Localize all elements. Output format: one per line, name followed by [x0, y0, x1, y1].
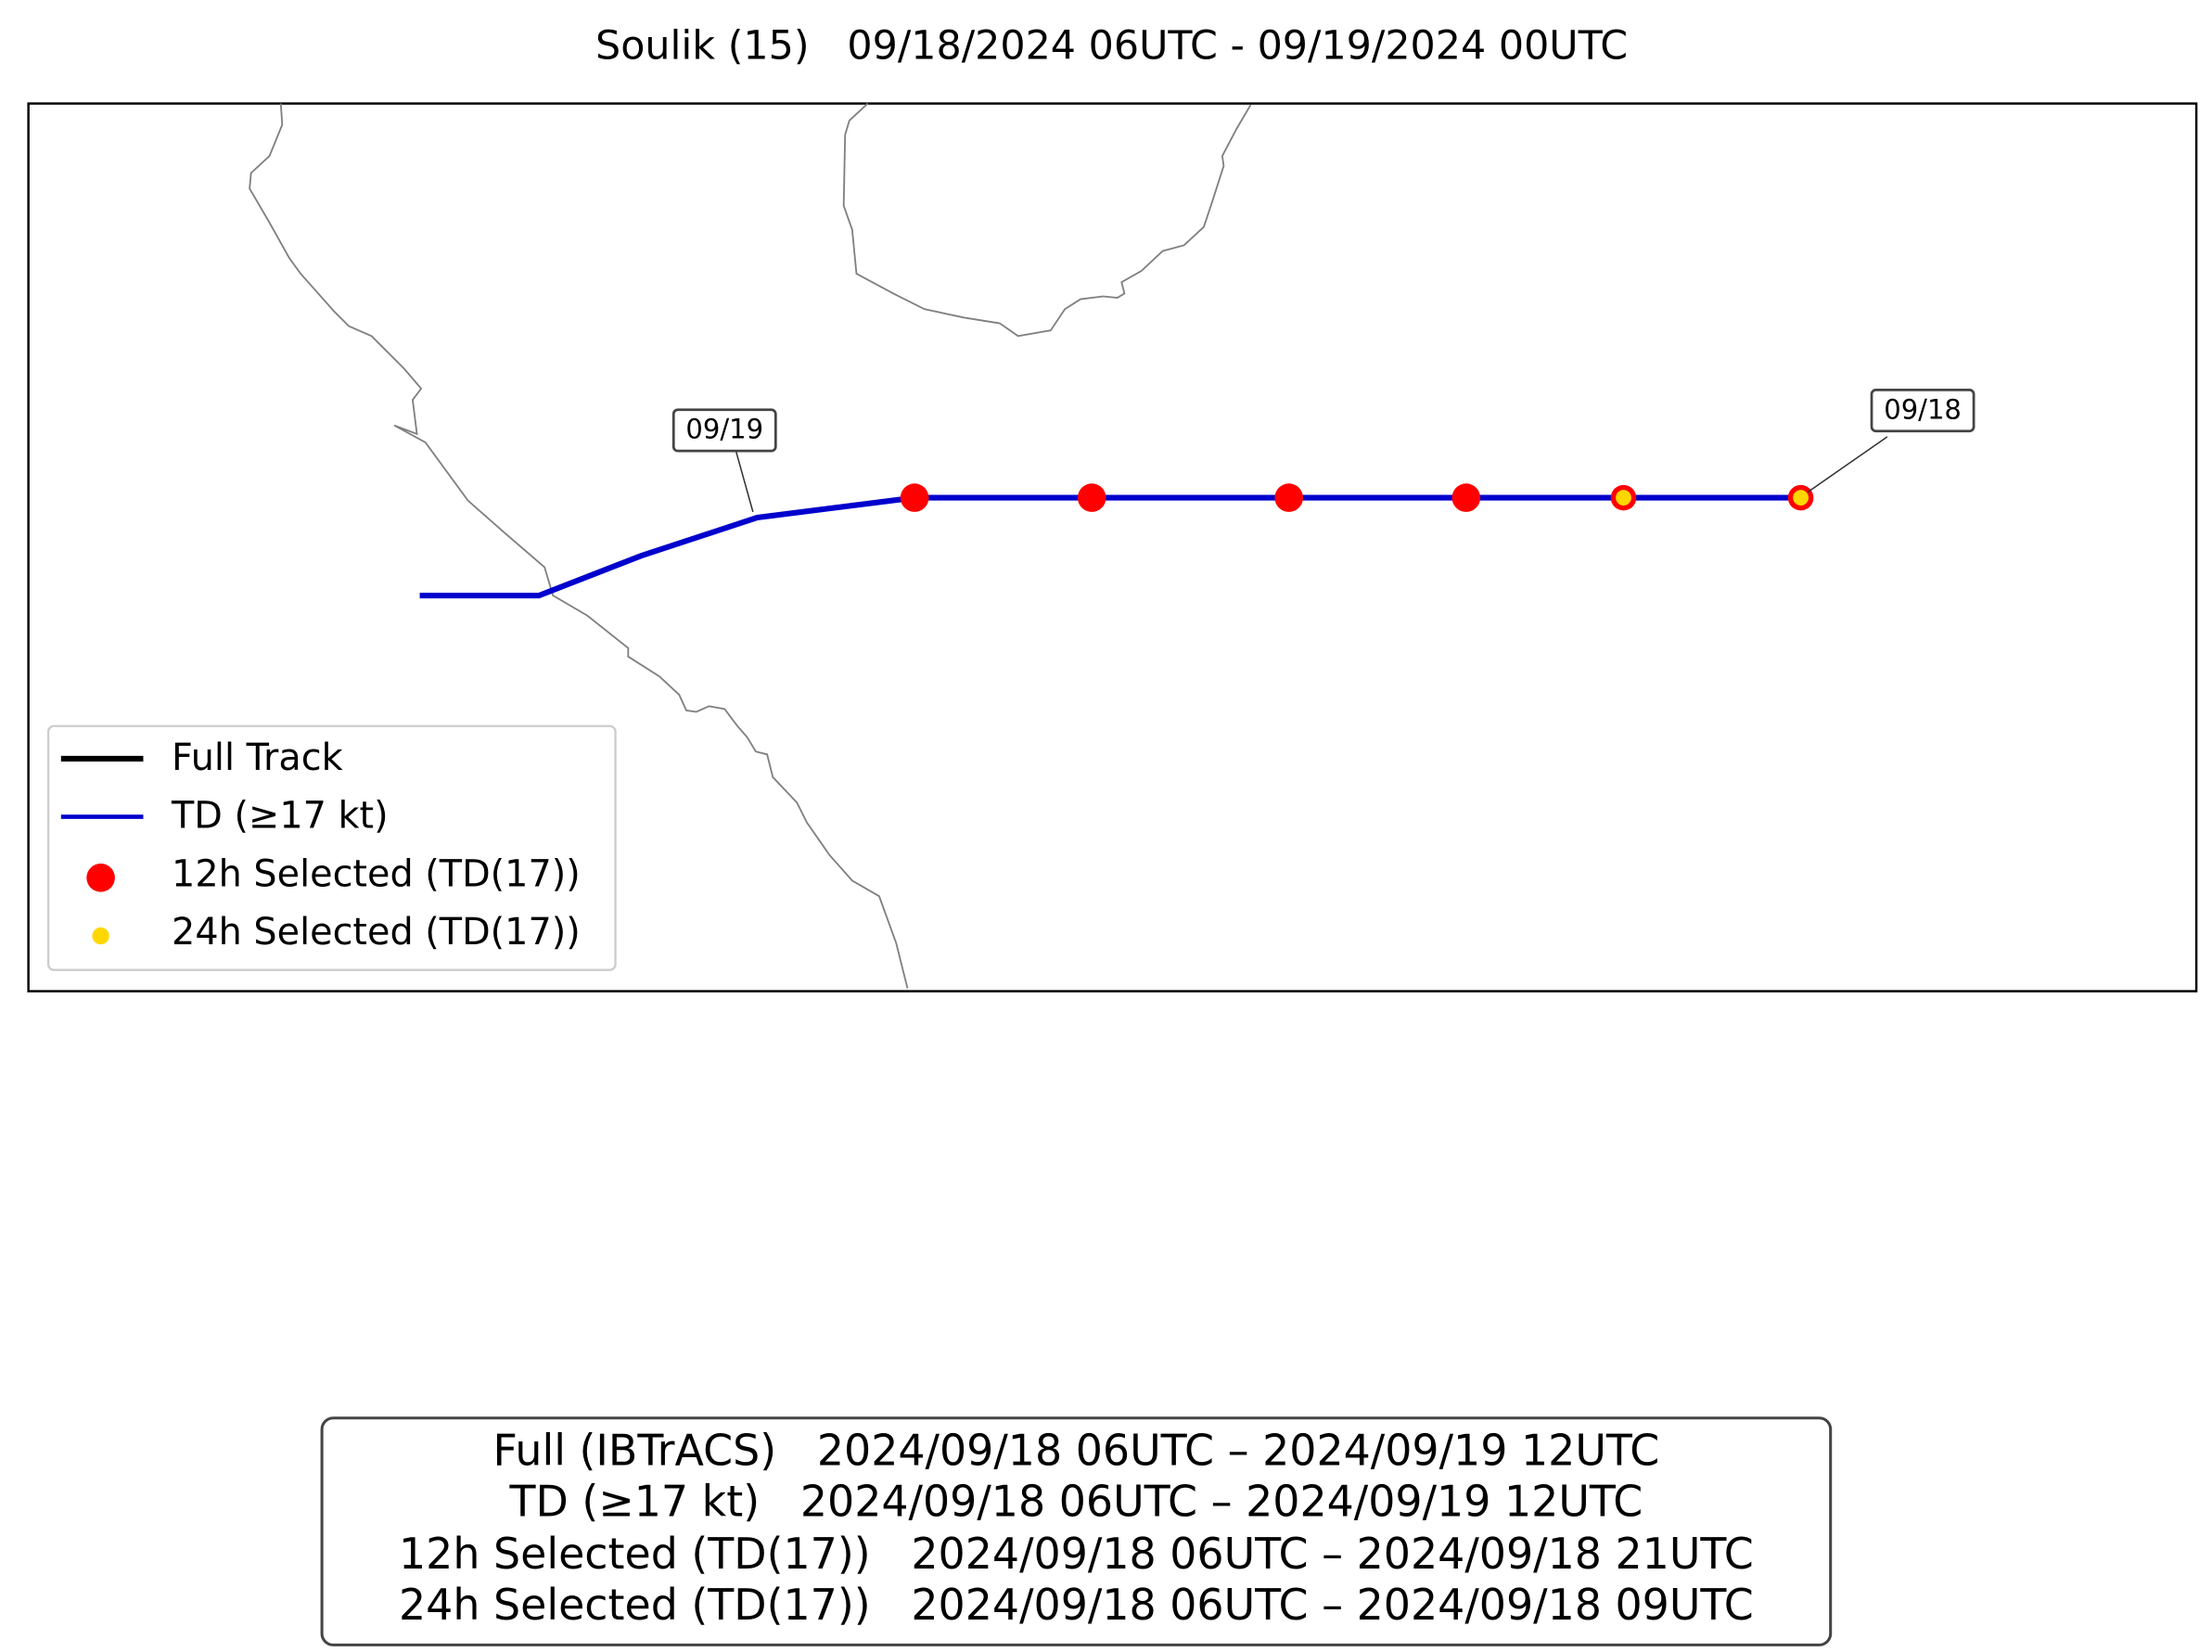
- legend-swatch: [92, 927, 109, 945]
- 12h-point: [1077, 483, 1106, 512]
- legend-frame: [46, 724, 617, 971]
- summary-line: 24h Selected (TD(17)) 2024/09/18 06UTC –…: [399, 1580, 1754, 1630]
- legend-label: 24h Selected (TD(17)): [172, 911, 581, 954]
- legend-label: Full Track: [172, 736, 343, 779]
- summary-box: Full (IBTrACS) 2024/09/18 06UTC – 2024/0…: [320, 1416, 1833, 1646]
- legend: Full Track TD (≥17 kt) 12h Selected (TD(…: [46, 724, 617, 971]
- summary-line: Full (IBTrACS) 2024/09/18 06UTC – 2024/0…: [493, 1425, 1660, 1475]
- map-area: 09/19 09/18 Full Track TD (≥17 kt) 12h S…: [27, 102, 2198, 992]
- summary-line: TD (≥17 kt) 2024/09/18 06UTC – 2024/09/1…: [509, 1477, 1643, 1527]
- summary-line: 12h Selected (TD(17)) 2024/09/18 06UTC –…: [399, 1529, 1754, 1579]
- legend-swatch: [86, 864, 115, 892]
- coastline: [249, 103, 909, 989]
- title: Soulik (15) 09/18/2024 06UTC - 09/19/202…: [595, 22, 1628, 69]
- annotation-box: [1870, 389, 1975, 433]
- 24h-point: [1616, 490, 1631, 506]
- annotation-box: [671, 408, 777, 453]
- legend-label: 12h Selected (TD(17)): [172, 852, 581, 895]
- 12h-point: [900, 483, 929, 512]
- annotation-leader: [1807, 436, 1888, 493]
- annotation-leader: [735, 450, 754, 513]
- td-track: [419, 494, 1801, 599]
- date-annotation: 09/19: [685, 414, 763, 445]
- 12h-point: [1274, 483, 1303, 512]
- 24h-point: [1793, 490, 1809, 506]
- summary-frame: [320, 1416, 1833, 1646]
- legend-label: TD (≥17 kt): [171, 795, 389, 838]
- date-annotation: 09/18: [1884, 393, 1962, 425]
- coastline: [842, 102, 1252, 338]
- 12h-point: [1451, 483, 1481, 512]
